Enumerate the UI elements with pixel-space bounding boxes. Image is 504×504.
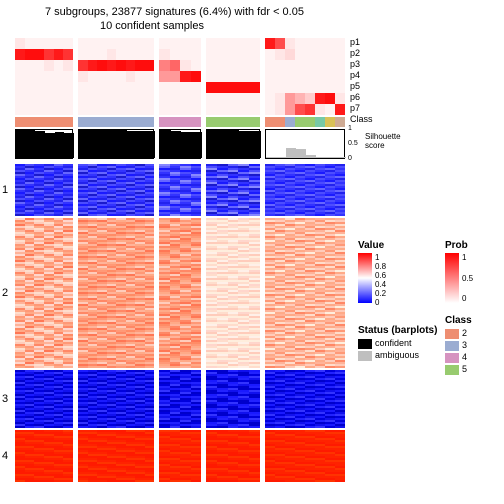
class-strip <box>78 117 154 127</box>
main-heatmap-block <box>206 164 260 216</box>
prob-heatmap-group <box>78 38 154 115</box>
main-heatmap-block <box>15 164 73 216</box>
silhouette-panel <box>206 129 260 159</box>
row-group-label: 4 <box>2 450 8 462</box>
silhouette-panel <box>78 129 154 159</box>
row-group-label: 3 <box>2 393 8 405</box>
prob-row-label: p5 <box>350 81 360 91</box>
main-heatmap-block <box>265 370 345 428</box>
main-heatmap-block <box>78 370 154 428</box>
sil-label: Silhouette score <box>365 132 401 150</box>
main-heatmap-block <box>206 218 260 368</box>
row-group-label: 2 <box>2 287 8 299</box>
legend-value: Value10.80.60.40.20 <box>358 240 386 307</box>
prob-row-label: p1 <box>350 37 360 47</box>
sil-tick: 0.5 <box>348 140 358 147</box>
silhouette-panel <box>15 129 73 159</box>
main-heatmap-block <box>159 164 201 216</box>
silhouette-panel <box>265 129 345 159</box>
main-heatmap-block <box>15 218 73 368</box>
prob-heatmap-group <box>265 38 345 115</box>
main-heatmap-block <box>265 218 345 368</box>
row-group-label: 1 <box>2 184 8 196</box>
main-heatmap-block <box>159 430 201 482</box>
class-strip <box>265 117 345 127</box>
sil-tick: 0 <box>348 155 352 162</box>
prob-row-label: p4 <box>350 70 360 80</box>
main-heatmap-block <box>265 164 345 216</box>
class-strip <box>15 117 73 127</box>
legend-status: Status (barplots)confidentambiguous <box>358 325 437 362</box>
main-heatmap-block <box>265 430 345 482</box>
prob-heatmap-group <box>206 38 260 115</box>
main-heatmap-block <box>206 370 260 428</box>
prob-row-label: p7 <box>350 103 360 113</box>
prob-row-label: p2 <box>350 48 360 58</box>
title-main: 7 subgroups, 23877 signatures (6.4%) wit… <box>45 6 304 18</box>
prob-heatmap-group <box>159 38 201 115</box>
prob-row-label: p3 <box>350 59 360 69</box>
class-strip <box>159 117 201 127</box>
prob-row-label: p6 <box>350 92 360 102</box>
main-heatmap-block <box>78 218 154 368</box>
legend-class: Class2345 <box>445 315 472 376</box>
main-heatmap-block <box>15 430 73 482</box>
main-heatmap-block <box>15 370 73 428</box>
main-heatmap-block <box>78 430 154 482</box>
silhouette-panel <box>159 129 201 159</box>
main-heatmap-block <box>159 370 201 428</box>
title-sub: 10 confident samples <box>100 20 204 32</box>
main-heatmap-block <box>159 218 201 368</box>
class-strip <box>206 117 260 127</box>
legend-prob: Prob10.50 <box>445 240 473 303</box>
prob-row-label: Class <box>350 114 373 124</box>
main-heatmap-block <box>78 164 154 216</box>
prob-heatmap-group <box>15 38 73 115</box>
sil-tick: 1 <box>348 125 352 132</box>
main-heatmap-block <box>206 430 260 482</box>
